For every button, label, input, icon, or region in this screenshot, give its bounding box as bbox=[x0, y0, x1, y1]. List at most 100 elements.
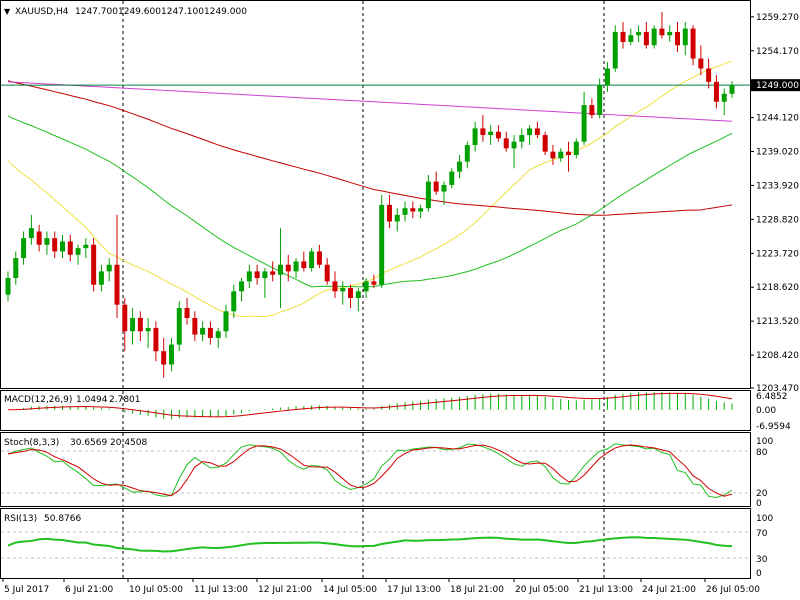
candles bbox=[5, 11, 735, 378]
candle bbox=[386, 194, 392, 229]
dropdown-arrow-icon[interactable]: ▼ bbox=[4, 7, 11, 16]
candle-body bbox=[168, 344, 174, 365]
candle-body bbox=[145, 327, 151, 332]
candle-body bbox=[534, 128, 540, 136]
price-tick-label: 1233.920 bbox=[756, 181, 799, 191]
candle bbox=[706, 58, 712, 89]
candle-body bbox=[643, 31, 649, 46]
chart-header: ▼ XAUUSD,H4 1247.700 1249.600 1247.100 1… bbox=[4, 7, 247, 17]
candle-body bbox=[301, 261, 307, 269]
candle-body bbox=[503, 138, 509, 149]
candle-body bbox=[332, 281, 338, 292]
candle bbox=[511, 135, 517, 169]
candle bbox=[153, 321, 159, 362]
candle-body bbox=[628, 35, 634, 42]
stoch-value-signal: 20.4508 bbox=[110, 438, 147, 448]
moving-averages bbox=[7, 60, 733, 318]
ma-green-line bbox=[7, 115, 733, 288]
candle bbox=[464, 141, 470, 169]
candle-body bbox=[75, 248, 81, 255]
price-tick-label: 1239.020 bbox=[756, 148, 799, 158]
candle bbox=[620, 21, 626, 49]
candle bbox=[5, 271, 11, 302]
candle-body bbox=[122, 304, 128, 332]
candle bbox=[675, 21, 681, 52]
price-panel-frame bbox=[0, 0, 751, 389]
symbol-header: XAUUSD,H4 bbox=[15, 7, 69, 17]
time-tick-label: 17 Jul 13:00 bbox=[387, 585, 441, 595]
candle bbox=[558, 148, 564, 162]
rsi-panel[interactable]: RSI(13) 50.8766 100 70 30 0 bbox=[0, 508, 774, 580]
candle bbox=[223, 304, 229, 338]
macd-panel[interactable]: MACD(12,26,9) 1.0494 2.7801 6.4852 0.00 … bbox=[0, 390, 792, 433]
candle-body bbox=[262, 271, 268, 279]
candle-body bbox=[589, 105, 595, 116]
candle-body bbox=[231, 291, 237, 312]
candle bbox=[667, 25, 673, 42]
candle bbox=[67, 234, 73, 262]
candle bbox=[277, 228, 283, 308]
rsi-value: 50.8766 bbox=[44, 514, 81, 524]
candle-body bbox=[573, 141, 579, 155]
macd-value-signal: 2.7801 bbox=[109, 395, 141, 405]
candle-body bbox=[495, 131, 501, 139]
time-tick-label: 26 Jul 05:00 bbox=[706, 585, 760, 595]
candle-body bbox=[21, 238, 27, 259]
candle bbox=[433, 171, 439, 195]
macd-panel-frame bbox=[0, 390, 751, 431]
candle-body bbox=[410, 208, 416, 212]
macd-signal-line bbox=[7, 392, 733, 418]
candle-body bbox=[340, 288, 346, 292]
time-tick-label: 20 Jul 05:00 bbox=[515, 585, 569, 595]
candle bbox=[729, 81, 735, 98]
candle bbox=[161, 337, 167, 378]
candle bbox=[651, 25, 657, 49]
candle bbox=[254, 264, 260, 285]
stoch-panel[interactable]: Stoch(8,3,3) 30.6569 20.4508 100 80 20 0 bbox=[0, 432, 774, 510]
candle bbox=[566, 141, 572, 172]
candle bbox=[628, 28, 634, 46]
candle bbox=[402, 201, 408, 222]
candle-body bbox=[581, 105, 587, 142]
candle-body bbox=[675, 31, 681, 46]
price-tick-label: 1218.620 bbox=[756, 283, 799, 293]
candle-body bbox=[464, 145, 470, 162]
stoch-tick-0: 0 bbox=[756, 499, 762, 509]
candle bbox=[659, 11, 665, 39]
candle-body bbox=[667, 31, 673, 36]
candle bbox=[527, 125, 533, 146]
candle bbox=[597, 78, 603, 119]
candle bbox=[262, 268, 268, 299]
stoch-separators bbox=[122, 433, 605, 506]
candle bbox=[581, 91, 587, 146]
candle bbox=[410, 201, 416, 219]
price-tick-label: 1208.420 bbox=[756, 351, 799, 361]
candle-body bbox=[480, 128, 486, 136]
candle bbox=[480, 115, 486, 142]
time-tick-label: 12 Jul 21:00 bbox=[258, 585, 312, 595]
candle bbox=[44, 231, 50, 255]
candle bbox=[379, 194, 385, 289]
macd-separators bbox=[122, 391, 605, 430]
price-tick-label: 1213.520 bbox=[756, 317, 799, 327]
ma-magenta-line bbox=[7, 81, 733, 122]
time-tick-label: 5 Jul 2017 bbox=[4, 585, 49, 595]
rsi-tick-70: 70 bbox=[756, 529, 768, 539]
candle-body bbox=[207, 327, 213, 338]
candle-body bbox=[612, 31, 618, 69]
time-tick-label: 18 Jul 21:00 bbox=[450, 585, 504, 595]
candle bbox=[472, 121, 478, 152]
price-panel[interactable]: 1259.270 1254.170 1249.000 1244.120 1239.020… bbox=[0, 0, 800, 395]
candle bbox=[682, 21, 688, 56]
candle bbox=[604, 61, 610, 92]
price-tick-label: 1259.270 bbox=[756, 13, 799, 23]
candle-body bbox=[394, 214, 400, 222]
current-price-label-box: 1249.000 bbox=[751, 79, 800, 92]
candle bbox=[449, 168, 455, 189]
candle-body bbox=[5, 278, 11, 295]
candle bbox=[503, 131, 509, 152]
candle-body bbox=[620, 31, 626, 42]
stoch-signal-line bbox=[7, 444, 733, 497]
candle bbox=[122, 298, 128, 352]
